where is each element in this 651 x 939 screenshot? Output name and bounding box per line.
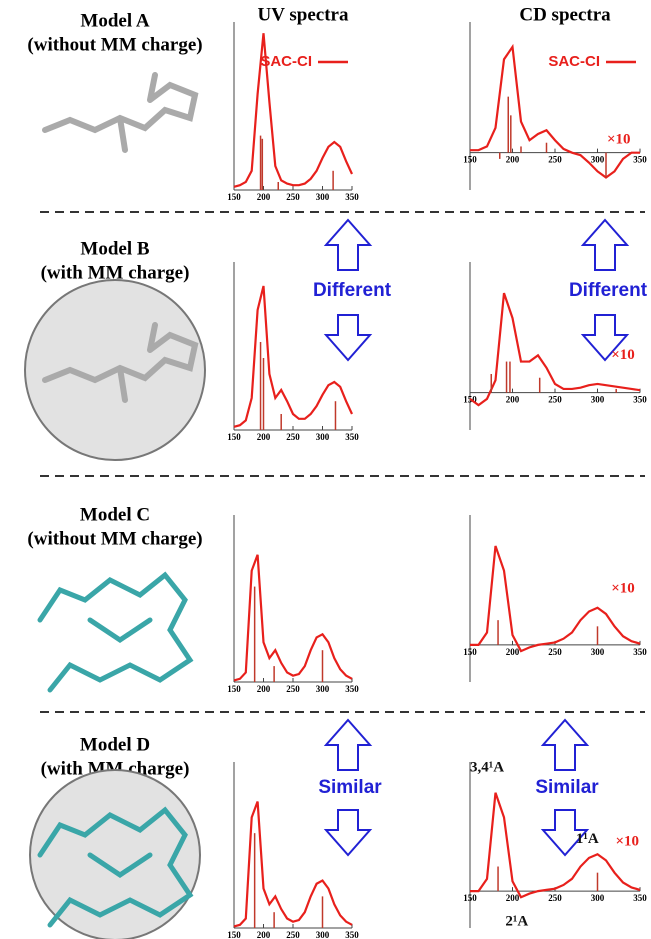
x-tick-label: 350	[633, 893, 647, 903]
x-tick-label: 200	[506, 893, 520, 903]
comparison: Different	[569, 280, 648, 301]
chart-title: CD spectra	[519, 4, 611, 25]
x-tick-label: 150	[227, 930, 241, 939]
x-tick-label: 300	[316, 192, 330, 202]
comparison: Similar	[535, 777, 599, 798]
model-note: (without MM charge)	[27, 34, 202, 55]
legend-label: SAC-CI	[548, 53, 600, 70]
x-tick-label: 150	[227, 684, 241, 694]
x-tick-label: 150	[463, 893, 477, 903]
spectrum-line	[234, 286, 352, 427]
x-tick-label: 250	[286, 930, 300, 939]
spectrum-line	[234, 802, 352, 927]
x-tick-label: 300	[316, 432, 330, 442]
x-tick-label: 200	[506, 395, 520, 405]
x-tick-label: 200	[257, 684, 271, 694]
model-note: (without MM charge)	[27, 528, 202, 549]
model-name: Model A	[80, 10, 149, 31]
x-tick-label: 200	[257, 930, 271, 939]
x-tick-label: 250	[548, 155, 562, 165]
x-tick-label: 300	[591, 395, 605, 405]
x-tick-label: 200	[257, 432, 271, 442]
figure: Model A (without MM charge) Model B (wit…	[0, 0, 651, 939]
x-tick-label: 150	[227, 432, 241, 442]
annotation: 3,4¹A	[470, 760, 504, 776]
x-tick-label: 350	[345, 192, 359, 202]
x-tick-label: 250	[548, 395, 562, 405]
annotation: ×10	[607, 132, 631, 148]
model-name: Model D	[80, 734, 150, 755]
model-name: Model C	[80, 504, 150, 525]
annotation: ×10	[611, 347, 635, 363]
annotation: 2¹A	[505, 913, 528, 929]
x-tick-label: 350	[633, 155, 647, 165]
x-tick-label: 350	[345, 432, 359, 442]
x-tick-label: 250	[286, 192, 300, 202]
legend-label: SAC-CI	[260, 53, 312, 70]
x-tick-label: 250	[286, 684, 300, 694]
x-tick-label: 350	[345, 930, 359, 939]
x-tick-label: 300	[591, 155, 605, 165]
annotation: ×10	[611, 581, 635, 597]
x-tick-label: 250	[286, 432, 300, 442]
x-tick-label: 200	[257, 192, 271, 202]
x-tick-label: 250	[548, 647, 562, 657]
x-tick-label: 350	[633, 647, 647, 657]
x-tick-label: 200	[506, 647, 520, 657]
x-tick-label: 150	[463, 647, 477, 657]
x-tick-label: 300	[591, 647, 605, 657]
model-name: Model B	[80, 238, 149, 259]
x-tick-label: 250	[548, 893, 562, 903]
spectrum-line	[234, 555, 352, 681]
x-tick-label: 350	[633, 395, 647, 405]
comparison: Similar	[318, 777, 382, 798]
x-tick-label: 300	[316, 684, 330, 694]
x-tick-label: 150	[227, 192, 241, 202]
x-tick-label: 300	[316, 930, 330, 939]
x-tick-label: 200	[506, 155, 520, 165]
x-tick-label: 350	[345, 684, 359, 694]
spectrum-line	[470, 546, 640, 651]
annotation: 1¹A	[576, 831, 599, 847]
comparison: Different	[313, 280, 392, 301]
annotation: ×10	[615, 833, 639, 849]
x-tick-label: 300	[591, 893, 605, 903]
chart-title: UV spectra	[258, 4, 349, 25]
x-tick-label: 150	[463, 155, 477, 165]
